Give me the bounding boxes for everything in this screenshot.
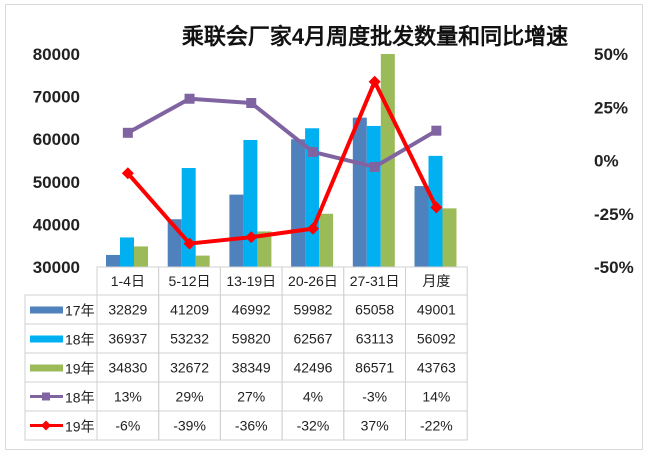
data-label: 49001 xyxy=(417,302,456,318)
marker-square-13-19日 xyxy=(246,97,257,108)
marker-diamond-20-26日 xyxy=(306,222,319,235)
bar-19年-5-12日 xyxy=(195,255,210,267)
data-label: 63113 xyxy=(356,331,394,347)
bar-18年-1-4日 xyxy=(120,237,134,267)
data-label: 32829 xyxy=(108,302,147,318)
marker-diamond-1-4日 xyxy=(121,167,134,180)
marker-diamond-27-31日 xyxy=(368,75,381,88)
left-axis-tick-label: 30000 xyxy=(33,258,80,277)
data-label: 86571 xyxy=(355,360,394,376)
right-axis-tick-label: -25% xyxy=(594,205,634,224)
left-axis-tick-label: 50000 xyxy=(33,173,80,192)
line-19年-diamond xyxy=(126,79,439,246)
bar-17年-20-26日 xyxy=(291,139,306,267)
chart-title: 乘联会厂家4月周度批发数量和同比增速 xyxy=(181,24,568,49)
legend-bar-icon xyxy=(30,364,63,372)
data-label: 46992 xyxy=(232,302,271,318)
legend-bar-icon xyxy=(30,306,63,314)
data-label: 42496 xyxy=(293,360,332,376)
right-axis-tick-label: 0% xyxy=(594,152,619,171)
legend-label: 17年 xyxy=(65,303,95,319)
left-axis-tick-label: 80000 xyxy=(33,45,80,64)
left-axis-tick-label: 60000 xyxy=(33,130,80,149)
data-label: 41209 xyxy=(170,302,209,318)
data-label: -3% xyxy=(362,389,387,405)
data-label: 36937 xyxy=(108,331,147,347)
data-label: 43763 xyxy=(417,360,456,376)
data-label: 37% xyxy=(361,418,389,434)
table-header-cell xyxy=(281,266,345,296)
data-label: -32% xyxy=(297,418,330,434)
left-axis-tick-label: 40000 xyxy=(33,215,80,234)
data-label: 59820 xyxy=(232,331,271,347)
bar-18年-27-31日 xyxy=(366,125,381,267)
legend-square-marker-icon xyxy=(42,392,50,401)
category-label: 1-4日 xyxy=(111,273,145,289)
right-axis-tick-label: 25% xyxy=(594,98,628,117)
bar-19年-月度 xyxy=(442,208,457,267)
line-18年-square xyxy=(126,96,438,169)
right-axis-tick-label: 50% xyxy=(594,45,628,64)
marker-square-月度 xyxy=(431,125,442,136)
data-label: 38349 xyxy=(232,360,271,376)
table-cell xyxy=(405,410,468,441)
data-label: 56092 xyxy=(417,331,456,347)
data-label: 65058 xyxy=(355,302,394,318)
bar-19年-20-26日 xyxy=(319,213,334,267)
bar-19年-1-4日 xyxy=(134,246,148,267)
marker-diamond-13-19日 xyxy=(245,231,258,244)
left-axis-tick-label: 70000 xyxy=(33,88,80,107)
legend-label: 18年 xyxy=(65,332,95,348)
bar-17年-13-19日 xyxy=(229,194,244,267)
data-label: 34830 xyxy=(108,360,147,376)
marker-diamond-月度 xyxy=(430,201,443,214)
bar-18年-5-12日 xyxy=(181,168,196,267)
data-label: -22% xyxy=(420,418,453,434)
data-label: 29% xyxy=(176,389,204,405)
data-label: -6% xyxy=(115,418,140,434)
legend-label: 19年 xyxy=(65,419,95,435)
right-axis-tick-label: -50% xyxy=(594,258,634,277)
legend-diamond-marker-icon xyxy=(41,420,51,431)
data-label: 4% xyxy=(303,389,323,405)
category-label: 5-12日 xyxy=(169,273,211,289)
legend-label: 19年 xyxy=(65,361,95,377)
data-label: 53232 xyxy=(170,331,209,347)
legend-bar-icon xyxy=(30,335,63,343)
data-label: 59982 xyxy=(293,302,332,318)
data-label: -36% xyxy=(235,418,268,434)
data-label: 62567 xyxy=(293,331,332,347)
legend-label: 18年 xyxy=(65,390,95,406)
category-label: 27-31日 xyxy=(350,273,400,289)
marker-diamond-5-12日 xyxy=(183,237,196,250)
chart-frame xyxy=(5,4,643,450)
category-label: 13-19日 xyxy=(226,273,276,289)
table-header-cell xyxy=(343,266,406,296)
data-label: 27% xyxy=(237,389,265,405)
bar-17年-月度 xyxy=(414,186,429,267)
data-label: 14% xyxy=(422,389,450,405)
data-label: 13% xyxy=(114,389,142,405)
category-label: 20-26日 xyxy=(288,273,338,289)
bar-19年-13-19日 xyxy=(257,231,272,267)
marker-square-1-4日 xyxy=(122,127,133,138)
bar-18年-13-19日 xyxy=(243,139,258,267)
marker-square-5-12日 xyxy=(184,93,195,104)
bar-17年-1-4日 xyxy=(106,254,120,267)
category-label: 月度 xyxy=(422,273,450,289)
bar-18年-20-26日 xyxy=(305,128,320,267)
table-header-cell xyxy=(219,266,283,296)
data-label: -39% xyxy=(173,418,206,434)
marker-square-20-26日 xyxy=(307,146,318,157)
data-label: 32672 xyxy=(170,360,209,376)
marker-square-27-31日 xyxy=(369,161,380,172)
bar-17年-27-31日 xyxy=(352,117,367,267)
